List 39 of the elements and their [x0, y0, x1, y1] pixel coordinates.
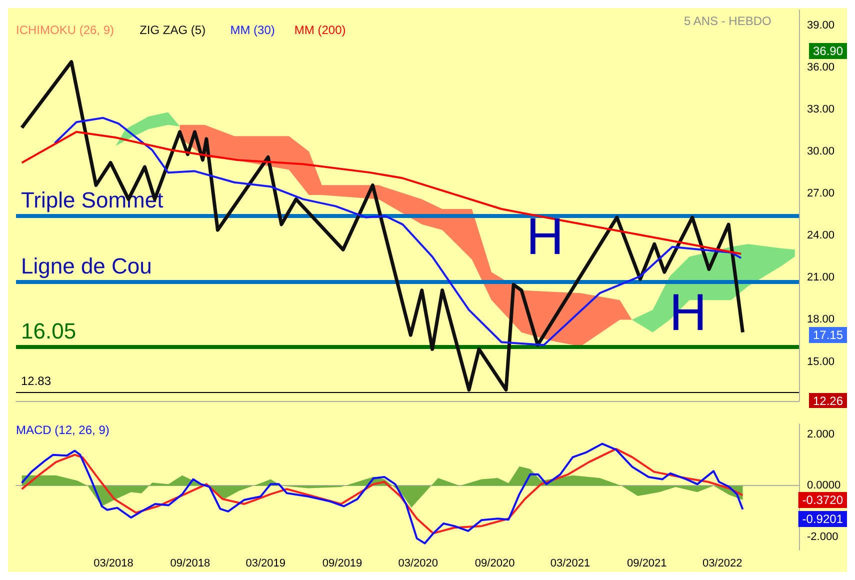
text: -0.9201	[802, 512, 844, 526]
y-tick-label: 30.00	[807, 146, 835, 158]
y-tick-label: 36.00	[807, 61, 835, 74]
y-tick-label: 39.00	[807, 19, 835, 32]
y-tick-label: 27.00	[807, 188, 835, 200]
ref-line-label: 16.05	[21, 318, 76, 344]
x-tick-label: 09/2019	[322, 558, 362, 570]
y-tick-label: 33.00	[807, 104, 835, 116]
x-tick-label: 09/2020	[474, 558, 515, 570]
text: MM (30)	[230, 23, 275, 37]
x-tick-label: 03/2018	[94, 558, 134, 570]
x-tick-label: 03/2021	[550, 558, 590, 570]
x-tick-label: 03/2019	[246, 558, 286, 570]
y-tick-label: 0.0000	[807, 480, 841, 492]
annotation: H	[526, 208, 564, 266]
x-tick-label: 09/2018	[170, 558, 210, 570]
ref-line-label: Ligne de Cou	[21, 253, 152, 278]
line-series	[20, 130, 742, 255]
x-tick-label: 03/2020	[398, 558, 438, 570]
y-tick-label: 15.00	[807, 356, 835, 368]
legend-label: ICHIMOKU (26, 9)	[16, 23, 114, 37]
text: 12.26	[812, 394, 844, 408]
text: 17.15	[812, 328, 844, 342]
series-label: MACD (12, 26, 9)	[16, 423, 110, 437]
y-tick-label: 2.000	[807, 428, 835, 440]
y-tick-label: 18.00	[807, 314, 835, 326]
x-tick-label: 09/2021	[627, 558, 667, 570]
text: ZIG ZAG (5)	[140, 23, 206, 37]
text: 36.90	[812, 44, 844, 58]
chart-title: 5 ANS - HEBDO	[684, 14, 772, 28]
ref-line-label: 12.83	[21, 374, 52, 388]
y-tick-label: 21.00	[807, 272, 835, 284]
y-tick-label: 24.00	[807, 230, 835, 242]
annotation: H	[669, 284, 707, 342]
text: -0.3720	[802, 493, 844, 507]
text: MM (200)	[294, 23, 346, 37]
x-tick-label: 03/2022	[702, 558, 742, 570]
y-tick-label: -2.000	[807, 531, 838, 544]
line-series	[20, 60, 744, 392]
